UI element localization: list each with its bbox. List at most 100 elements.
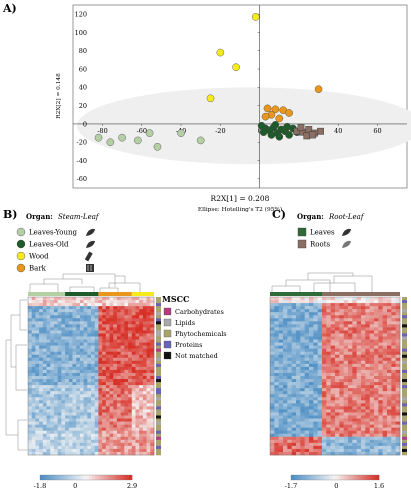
heatmap-cell [322, 445, 327, 450]
heatmap-cell [304, 351, 310, 356]
heatmap-cell [79, 391, 84, 395]
heatmap-cell [87, 312, 92, 316]
row-mscc-bar [402, 397, 407, 401]
heatmap-cell [35, 400, 40, 404]
heatmap-cell [113, 436, 118, 441]
heatmap-cell [313, 300, 318, 304]
heatmap-cell [94, 442, 99, 447]
heatmap-cell [283, 366, 288, 371]
heatmap-cell [116, 412, 121, 416]
scale-step [43, 475, 47, 480]
heatmap-cell [28, 366, 33, 371]
heatmap-frame [269, 296, 401, 456]
heatmap-cell [139, 376, 144, 380]
heatmap-cell [102, 379, 107, 383]
heatmap-cell [304, 324, 310, 328]
heatmap-cell [50, 306, 55, 310]
heatmap-cell [326, 382, 331, 386]
heatmap-cell [330, 333, 336, 337]
heatmap-cell [46, 324, 51, 328]
heatmap-cell [335, 366, 340, 371]
heatmap-cell [91, 439, 96, 444]
heatmap-cell [317, 303, 323, 307]
heatmap-cell [53, 339, 58, 343]
heatmap-cell [83, 318, 88, 322]
heatmap-cell [102, 397, 107, 401]
heatmap-cell [313, 448, 318, 453]
heatmap-cell [391, 445, 396, 450]
heatmap-cell [326, 354, 331, 359]
heatmap-cell [313, 409, 318, 413]
row-mscc-bar [156, 348, 161, 352]
heatmap-cell [283, 300, 288, 304]
heatmap-cell [57, 382, 62, 386]
heatmap-cell [65, 321, 70, 325]
heatmap-cell [369, 330, 375, 334]
bark-point [285, 109, 293, 117]
heatmap-cell [387, 424, 392, 428]
heatmap-cell [87, 330, 92, 334]
dendrogram-branch [115, 275, 126, 283]
heatmap-cell [98, 388, 103, 392]
heatmap-cell [339, 345, 344, 349]
heatmap-cell [31, 366, 36, 371]
heatmap-cell [42, 348, 47, 352]
heatmap-cell [391, 391, 396, 395]
heatmap-cell [361, 306, 366, 310]
heatmap-cell [283, 330, 288, 334]
heatmap-cell [131, 379, 136, 383]
heatmap-cell [382, 445, 388, 450]
heatmap-cell [322, 309, 327, 313]
heatmap-cell [35, 372, 40, 377]
heatmap-cell [120, 336, 125, 340]
heatmap-cell [79, 448, 84, 453]
heatmap-cell [61, 379, 66, 383]
heatmap-cell [287, 321, 292, 325]
heatmap-cell [50, 409, 55, 413]
heatmap-cell [150, 445, 155, 450]
row-mscc-bar [156, 306, 161, 310]
heatmap-cell [291, 397, 297, 401]
heatmap-cell [322, 448, 327, 453]
heatmap-cell [270, 448, 275, 453]
heatmap-cell [124, 448, 129, 453]
heatmap-cell [57, 372, 62, 377]
row-mscc-bar [402, 318, 407, 322]
heatmap-cell [109, 330, 114, 334]
heatmap-cell [395, 382, 401, 386]
heatmap-cell [124, 424, 129, 428]
heatmap-cell [87, 306, 92, 310]
heatmap-cell [76, 430, 81, 435]
heatmap-cell [326, 300, 331, 304]
heatmap-cell [274, 448, 279, 453]
heatmap-cell [135, 303, 140, 307]
heatmap-cell [31, 418, 36, 422]
heatmap-cell [326, 327, 331, 331]
heatmap-cell [146, 409, 151, 413]
heatmap-cell [278, 436, 284, 441]
heatmap-cell [68, 360, 73, 365]
heatmap-cell [76, 354, 81, 359]
heatmap-cell [335, 330, 340, 334]
heatmap-cell [65, 351, 70, 356]
heatmap-cell [79, 345, 84, 349]
heatmap-cell [31, 385, 36, 389]
wood-point [216, 48, 225, 57]
heatmap-cell [142, 400, 147, 404]
dendrogram-branch [43, 278, 83, 284]
heatmap-cell [343, 363, 349, 368]
heatmap-cell [65, 403, 70, 407]
heatmap-cell [120, 385, 125, 389]
heatmap-cell [124, 436, 129, 441]
leaves-young-point [196, 136, 205, 145]
heatmap-cell [339, 303, 344, 307]
heatmap-cell [278, 360, 284, 365]
heatmap-cell [283, 321, 288, 325]
heatmap-cell [105, 318, 110, 322]
heatmap-cell [128, 318, 133, 322]
heatmap-cell [335, 333, 340, 337]
heatmap-cell [79, 306, 84, 310]
heatmap-cell [87, 397, 92, 401]
heatmap-cell [98, 327, 103, 331]
heatmap-cell [65, 433, 70, 438]
